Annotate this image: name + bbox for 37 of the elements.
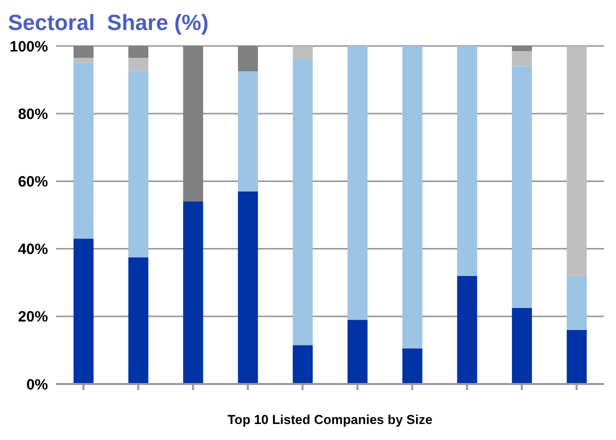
bar [512, 66, 532, 308]
bar [512, 308, 532, 384]
bar [74, 238, 94, 384]
bar [74, 58, 94, 63]
bar [238, 71, 258, 192]
y-tick-label: 60% [18, 174, 48, 191]
bar [292, 60, 313, 346]
bar [183, 201, 204, 384]
bar [183, 46, 204, 202]
bar [348, 320, 368, 384]
bar [238, 46, 258, 72]
bar [457, 276, 478, 384]
y-tick-label: 20% [18, 308, 48, 326]
bar [238, 191, 258, 384]
y-tick-label: 0% [26, 376, 48, 394]
y-tick-label: 80% [18, 106, 48, 123]
bar [566, 330, 587, 384]
bar [402, 348, 422, 384]
y-tick-label: 40% [18, 241, 48, 258]
bar [566, 276, 587, 330]
x-axis-title: Top 10 Listed Companies by Size [228, 412, 432, 427]
bar [292, 345, 313, 384]
chart-title: Sectoral Share (%) [8, 9, 210, 37]
bar [457, 46, 478, 276]
bar [348, 46, 368, 320]
bar [128, 58, 148, 72]
bar [292, 46, 313, 60]
bar [512, 46, 532, 52]
bar [512, 51, 532, 66]
bar [128, 46, 148, 58]
y-tick-label: 100% [10, 38, 48, 56]
bar [74, 46, 94, 58]
bar [74, 62, 94, 239]
bar [128, 71, 148, 258]
bar [128, 257, 148, 384]
bar [402, 46, 422, 349]
bar [566, 46, 587, 276]
